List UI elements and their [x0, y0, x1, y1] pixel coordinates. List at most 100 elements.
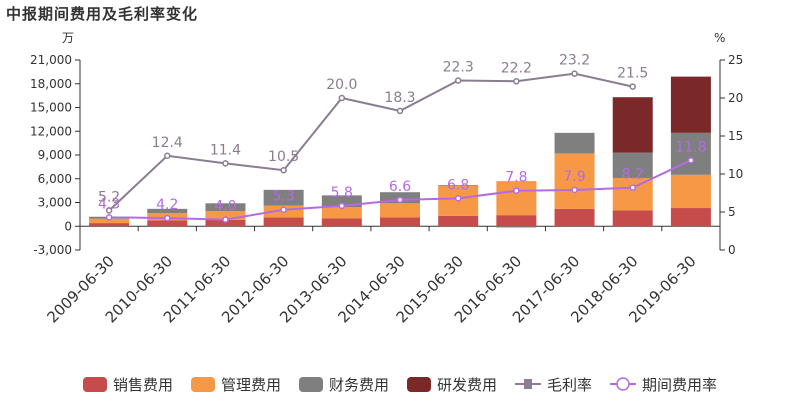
legend-item[interactable]: 毛利率 — [515, 374, 592, 395]
data-label-期间费用率: 11.8 — [675, 139, 706, 155]
bar-管理费用 — [321, 207, 362, 219]
chart-area: -3,000 0 3,000 6,000 9,000 12,000 15,000 18,000… — [30, 31, 743, 326]
point-毛利率 — [513, 78, 520, 85]
point-期间费用率 — [338, 202, 346, 210]
y-left-tick-label: 6,000 — [38, 172, 72, 186]
point-毛利率 — [396, 107, 404, 115]
data-label-期间费用率: 7.9 — [563, 169, 585, 185]
data-label-期间费用率: 5.8 — [331, 185, 353, 201]
point-毛利率 — [222, 160, 229, 167]
data-label-期间费用率: 6.8 — [447, 177, 469, 193]
legend-label: 期间费用率 — [642, 375, 718, 394]
legend-swatch — [190, 376, 215, 392]
data-label-毛利率: 23.2 — [559, 53, 590, 69]
bar-销售费用 — [205, 219, 246, 227]
point-毛利率 — [338, 94, 346, 102]
data-label-期间费用率: 4.2 — [156, 197, 178, 213]
point-毛利率 — [571, 70, 578, 77]
point-期间费用率 — [164, 214, 171, 222]
data-label-期间费用率: 4.0 — [214, 199, 236, 215]
data-label-毛利率: 20.0 — [326, 77, 357, 93]
bar-销售费用 — [612, 210, 653, 227]
legend-item[interactable]: 研发费用 — [407, 374, 497, 395]
bar-管理费用 — [670, 174, 711, 209]
y-right-tick-label: 20 — [728, 91, 743, 105]
bar-销售费用 — [496, 215, 537, 227]
bar-管理费用 — [380, 203, 420, 218]
data-label-毛利率: 21.5 — [617, 66, 648, 82]
bar-财务费用 — [321, 195, 362, 208]
line-毛利率 — [108, 72, 633, 212]
y-right-tick-label: 15 — [728, 129, 743, 143]
legend-label: 管理费用 — [220, 375, 281, 394]
bar-管理费用 — [554, 153, 595, 209]
point-期间费用率 — [222, 216, 229, 223]
legend: 销售费用 管理费用 财务费用 研发费用 毛利率 期间费用率 — [0, 372, 800, 396]
data-label-毛利率: 5.2 — [98, 189, 120, 205]
y-right-tick-label: 5 — [728, 205, 736, 219]
point-毛利率 — [164, 152, 171, 160]
y-right-tick-label: 0 — [728, 243, 736, 257]
data-label-毛利率: 22.2 — [501, 60, 532, 76]
bar-销售费用 — [263, 217, 304, 227]
point-毛利率 — [280, 166, 287, 174]
point-期间费用率 — [396, 196, 404, 204]
bar-财务费用 — [205, 203, 246, 212]
data-label-毛利率: 18.3 — [384, 90, 415, 106]
bar-财务费用 — [612, 152, 653, 178]
point-期间费用率 — [513, 187, 520, 194]
data-label-毛利率: 10.5 — [268, 149, 299, 165]
legend-item[interactable]: 财务费用 — [298, 374, 389, 395]
bar-销售费用 — [380, 217, 420, 227]
legend-line-marker — [515, 379, 542, 389]
point-毛利率 — [105, 207, 113, 214]
y-left-tick-label: 21,000 — [30, 53, 72, 67]
legend-label: 财务费用 — [328, 375, 389, 394]
point-期间费用率 — [280, 206, 287, 213]
legend-swatch — [298, 376, 323, 392]
y-left-unit: 万 — [62, 31, 74, 45]
y-left-tick-label: 9,000 — [38, 148, 72, 162]
point-期间费用率 — [105, 214, 113, 221]
y-left-tick-label: 12,000 — [30, 124, 72, 138]
bar-销售费用 — [670, 208, 711, 227]
bar-财务费用 — [670, 132, 711, 175]
legend-swatch — [82, 376, 107, 392]
bar-财务费用 — [496, 226, 537, 228]
point-期间费用率 — [687, 157, 695, 164]
y-left-tick-label: 0 — [64, 219, 72, 233]
y-left-tick-label: -3,000 — [33, 243, 72, 257]
chart-title: 中报期间费用及毛利率变化 — [6, 5, 199, 23]
data-label-毛利率: 22.3 — [443, 60, 474, 76]
point-期间费用率 — [629, 184, 636, 191]
data-label-期间费用率: 8.2 — [622, 167, 644, 183]
legend-swatch — [407, 376, 431, 392]
legend-item[interactable]: 销售费用 — [82, 374, 173, 395]
bar-财务费用 — [263, 189, 304, 206]
bar-销售费用 — [554, 208, 595, 227]
data-label-期间费用率: 4.3 — [98, 196, 120, 212]
data-label-毛利率: 11.4 — [210, 142, 241, 158]
bar-财务费用 — [147, 208, 188, 214]
legend-line-marker — [610, 377, 637, 391]
legend-label: 毛利率 — [547, 375, 593, 394]
legend-item[interactable]: 管理费用 — [190, 374, 281, 395]
y-right-tick-label: 25 — [728, 53, 743, 67]
y-left-tick-label: 15,000 — [30, 101, 72, 115]
bar-财务费用 — [554, 132, 595, 154]
legend-item[interactable]: 期间费用率 — [610, 374, 717, 395]
bar-销售费用 — [321, 218, 362, 227]
y-left-tick-label: 18,000 — [30, 77, 72, 91]
bar-销售费用 — [438, 215, 479, 227]
y-right-tick-label: 10 — [728, 167, 743, 181]
bar-管理费用 — [496, 181, 537, 216]
y-left-tick-label: 3,000 — [38, 196, 72, 210]
bar-财务费用 — [438, 185, 479, 186]
data-label-期间费用率: 6.6 — [389, 179, 411, 195]
bar-管理费用 — [612, 177, 653, 211]
point-期间费用率 — [454, 195, 462, 202]
bar-管理费用 — [89, 218, 130, 224]
bar-研发费用 — [612, 97, 653, 153]
data-label-期间费用率: 5.3 — [273, 189, 295, 205]
point-期间费用率 — [571, 186, 578, 194]
